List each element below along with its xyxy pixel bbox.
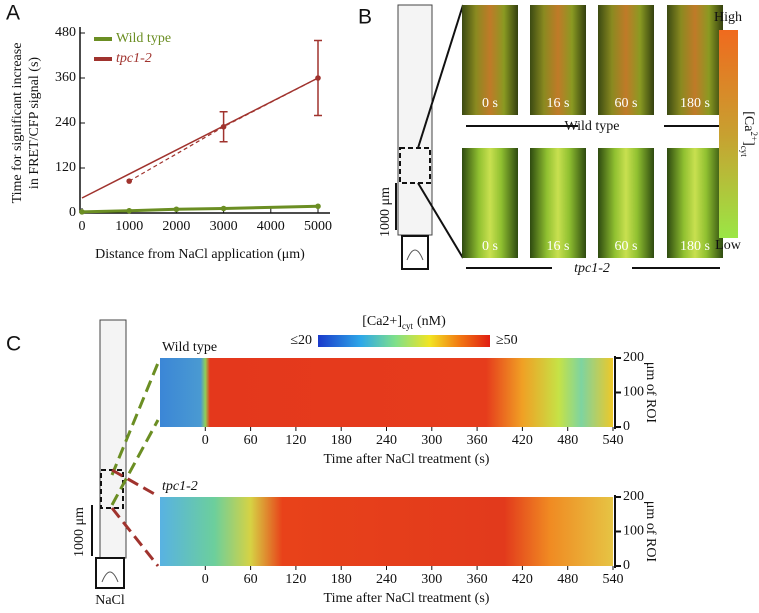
colorbar-min: ≤20: [290, 333, 312, 348]
x-tick-label: 420: [512, 572, 533, 587]
y-axis-label: μm of ROI: [643, 501, 658, 563]
marker: [220, 123, 227, 130]
colorbar-low: Low: [715, 238, 742, 253]
marker: [79, 209, 85, 215]
x-tick-label: 3000: [210, 219, 238, 234]
label-sub: cyt: [739, 146, 749, 157]
y-tick-label: 240: [55, 115, 76, 130]
x-tick-label: 1000: [115, 219, 143, 234]
marker: [126, 178, 132, 184]
scale-label: 1000 μm: [72, 507, 87, 557]
y-tick-label: 0: [623, 558, 630, 573]
tile-labels: 0 s 16 s 60 s 180 s 0 s 16 s 60 s 180 s: [482, 96, 710, 254]
root-drawing: [395, 4, 464, 270]
x-tick-label: 360: [467, 572, 488, 587]
label-sup: 2+: [749, 131, 759, 141]
panel-label: C: [6, 333, 21, 356]
x-axis-label: Distance from NaCl application (μm): [95, 247, 305, 262]
colorbar: [719, 30, 738, 238]
time-label: 60 s: [615, 96, 638, 111]
title-unit: (nM): [417, 314, 446, 329]
y-tick-label: 100: [623, 385, 644, 400]
x-tick-label: 540: [603, 572, 624, 587]
y-tick-label: 0: [623, 419, 630, 434]
x-tick-label: 60: [244, 433, 258, 448]
y-tick-label: 0: [69, 205, 76, 220]
series-line: [81, 204, 319, 214]
label-part: [Ca: [741, 111, 756, 132]
y-tick-label: 120: [55, 160, 76, 175]
heatmap-image: [160, 358, 613, 427]
title-sub: cyt: [402, 321, 413, 331]
time-label: 0 s: [482, 239, 498, 254]
heatmap-image: [160, 497, 613, 566]
x-tick-label: 240: [376, 433, 397, 448]
panel-label: A: [6, 2, 20, 25]
x-tick-label: 120: [285, 572, 306, 587]
x-tick-label: 0: [202, 572, 209, 587]
colorbar-label: [Ca2+]cyt: [739, 111, 759, 157]
label-backdrop: [578, 119, 664, 135]
colorbar-max: ≥50: [496, 333, 518, 348]
marker: [315, 203, 321, 210]
x-tick-label: 0: [79, 219, 86, 234]
x-tick-label: 120: [285, 433, 306, 448]
label-part: ]: [741, 141, 756, 146]
title-part: [Ca2+]: [362, 314, 402, 329]
y-axis-label: μm of ROI: [643, 362, 658, 424]
x-axis-label: Time after NaCl treatment (s): [324, 452, 490, 467]
x-tick-label: 240: [376, 572, 397, 587]
time-label: 60 s: [615, 239, 638, 254]
heatmap-title: tpc1-2: [162, 479, 198, 494]
y-tick-label: 200: [623, 489, 644, 504]
x-tick-label: 60: [244, 572, 258, 587]
time-label: 180 s: [680, 96, 710, 111]
marker: [220, 205, 227, 212]
colorbar: [318, 335, 490, 347]
y-tick-label: 360: [55, 70, 76, 85]
x-tick-label: 4000: [257, 219, 285, 234]
marker: [315, 75, 321, 81]
x-tick-label: 540: [603, 433, 624, 448]
x-tick-label: 180: [331, 572, 352, 587]
x-tick-label: 420: [512, 433, 533, 448]
y-tick-label: 100: [623, 524, 644, 539]
colorbar-title: [Ca2+]cyt (nM): [362, 314, 446, 331]
legend-label: Wild type: [116, 31, 171, 46]
root-drawing: [91, 319, 160, 589]
x-tick-label: 360: [467, 433, 488, 448]
y-tick-label: 480: [55, 25, 76, 40]
row-label: tpc1-2: [574, 261, 610, 276]
x-tick-label: 5000: [304, 219, 332, 234]
x-tick-label: 180: [331, 433, 352, 448]
time-label: 180 s: [680, 239, 710, 254]
x-tick-label: 480: [557, 433, 578, 448]
x-tick-label: 300: [421, 433, 442, 448]
panel-label: B: [358, 6, 372, 29]
label-backdrop: [552, 261, 632, 277]
x-tick-label: 0: [202, 433, 209, 448]
legend-label: tpc1-2: [116, 51, 152, 66]
x-axis-label: Time after NaCl treatment (s): [324, 591, 490, 606]
heatmap-title: Wild type: [162, 340, 217, 355]
x-tick-label: 300: [421, 572, 442, 587]
marker: [126, 207, 132, 214]
row-label: Wild type: [564, 119, 619, 134]
x-tick-label: 2000: [162, 219, 190, 234]
micrograph-tiles: [462, 5, 723, 269]
x-tick-label: 480: [557, 572, 578, 587]
scale-label: 1000 μm: [378, 187, 393, 237]
time-label: 16 s: [547, 239, 570, 254]
y-axis-label: in FRET/CFP signal (s): [27, 57, 42, 189]
y-tick-label: 200: [623, 350, 644, 365]
time-label: 16 s: [547, 96, 570, 111]
marker: [173, 206, 180, 213]
colorbar-high: High: [714, 10, 742, 25]
time-label: 0 s: [482, 96, 498, 111]
y-axis-label: Time for significant increase: [10, 43, 25, 204]
stimulus-label: NaCl: [95, 593, 125, 608]
